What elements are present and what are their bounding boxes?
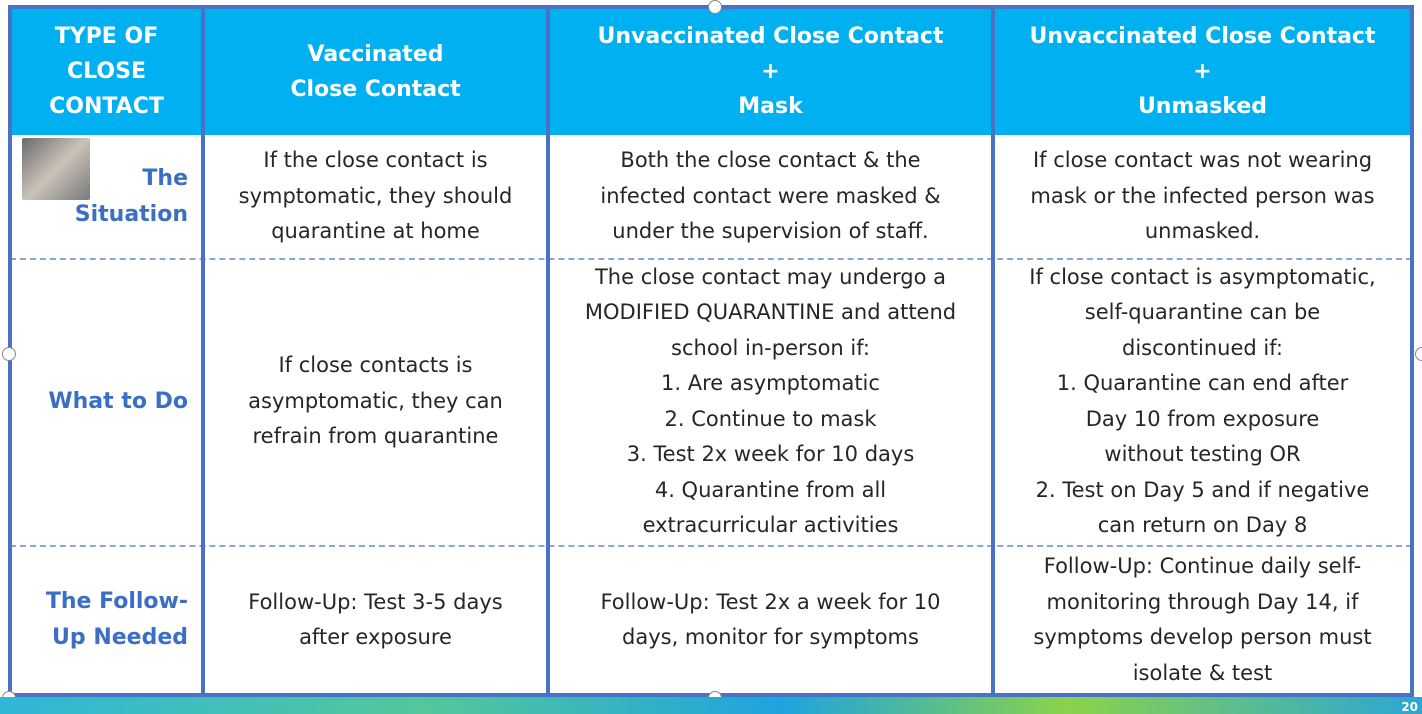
cell-line: Follow-Up: Test 2x a week for 10: [600, 589, 941, 614]
cell-line: The: [142, 165, 188, 191]
cell-line: school in-person if:: [671, 335, 870, 360]
cell-line: Both the close contact & the: [620, 148, 921, 173]
table-cell: Both the close contact & the infected con…: [548, 135, 993, 258]
row-label: What to Do: [10, 258, 203, 545]
cell-line: 1. Are asymptomatic: [661, 371, 880, 395]
cell-line: What to Do: [48, 388, 188, 414]
cell-line: +: [761, 59, 780, 84]
row-separator: [10, 258, 1412, 260]
cell-line: extracurricular activities: [642, 513, 899, 537]
cell-line: TYPE OF: [54, 24, 159, 49]
cell-line: without testing OR: [1104, 442, 1301, 466]
cell-line: isolate & test: [1132, 660, 1273, 685]
footer-strip: 20: [0, 697, 1422, 714]
column-border: [546, 8, 550, 697]
cell-line: under the supervision of staff.: [612, 219, 929, 244]
column-border: [201, 8, 205, 697]
cell-line: Unmasked: [1137, 94, 1268, 119]
table-cell: Follow-Up: Test 2x a week for 10 days, mo…: [548, 545, 993, 695]
cell-line: symptomatic, they should: [238, 183, 513, 208]
cell-line: mask or the infected person was: [1030, 183, 1375, 208]
cell-line: The close contact may undergo a: [594, 264, 947, 289]
cell-line: If close contact is asymptomatic,: [1029, 264, 1376, 289]
cell-line: discontinued if:: [1122, 335, 1283, 360]
cell-line: after exposure: [299, 625, 452, 649]
column-border: [1410, 8, 1414, 697]
cell-line: MODIFIED QUARANTINE and attend: [584, 300, 957, 324]
table-cell: The close contact may undergo a MODIFIED …: [548, 258, 993, 545]
table-cell: Follow-Up: Continue daily self-monitorin…: [993, 545, 1412, 695]
cell-line: unmasked.: [1144, 219, 1261, 244]
cell-line: asymptomatic, they can: [248, 388, 503, 413]
row-label: The Situation: [10, 135, 203, 258]
cell-line: symptoms develop person must: [1033, 625, 1372, 649]
cell-line: Follow-Up: Test 3-5 days: [248, 589, 503, 614]
cell-line: refrain from quarantine: [252, 424, 499, 449]
cell-line: 4. Quarantine from all: [654, 477, 887, 502]
cell-line: CONTACT: [49, 94, 164, 119]
header-cell: Unvaccinated Close Contact + Mask: [548, 8, 993, 135]
table-cell: If the close contact is symptomatic, they…: [203, 135, 548, 258]
cell-line: quarantine at home: [271, 219, 480, 244]
cell-line: Unvaccinated Close Contact: [597, 24, 944, 49]
cell-line: 3. Test 2x week for 10 days: [626, 442, 915, 466]
selection-handle: [1415, 347, 1422, 361]
cell-line: CLOSE: [67, 59, 146, 84]
header-cell: Vaccinated Close Contact: [203, 8, 548, 135]
table-cell: If close contact was not wearing mask or …: [993, 135, 1412, 258]
row-separator: [10, 545, 1412, 547]
slide-number: 20: [1401, 700, 1418, 714]
cell-line: self-quarantine can be: [1084, 300, 1321, 324]
cell-line: monitoring through Day 14, if: [1046, 589, 1359, 614]
cell-line: 1. Quarantine can end after: [1056, 371, 1349, 395]
cell-line: days, monitor for symptoms: [622, 625, 919, 649]
cell-line: The Follow-: [45, 589, 188, 614]
table-cell: Follow-Up: Test 3-5 days after exposure: [203, 545, 548, 695]
cell-line: Follow-Up: Continue daily self-: [1043, 554, 1362, 578]
cell-line: Mask: [738, 94, 803, 119]
row-label: The Follow- Up Needed: [10, 545, 203, 695]
table-cell: If close contacts is asymptomatic, they c…: [203, 258, 548, 545]
cell-line: +: [1193, 59, 1212, 84]
cell-line: Vaccinated: [307, 41, 444, 67]
selection-handle: [2, 347, 16, 361]
header-cell: TYPE OF CLOSE CONTACT: [10, 8, 203, 135]
cell-line: If close contact was not wearing: [1032, 148, 1373, 173]
cell-line: 2. Continue to mask: [664, 406, 877, 431]
cell-line: Situation: [74, 201, 188, 227]
cell-line: Unvaccinated Close Contact: [1029, 24, 1376, 49]
avatar-photo: [22, 138, 90, 200]
table-cell: If close contact is asymptomatic, self-qu…: [993, 258, 1412, 545]
cell-line: Up Needed: [52, 625, 188, 650]
cell-line: infected contact were masked &: [600, 183, 941, 208]
cell-line: Close Contact: [290, 76, 461, 102]
cell-line: Day 10 from exposure: [1085, 406, 1320, 431]
cell-line: 2. Test on Day 5 and if negative: [1035, 477, 1370, 502]
header-cell: Unvaccinated Close Contact + Unmasked: [993, 8, 1412, 135]
selection-handle: [708, 0, 722, 14]
cell-line: If close contacts is: [278, 353, 473, 378]
cell-line: can return on Day 8: [1097, 513, 1308, 537]
column-border: [991, 8, 995, 697]
cell-line: If the close contact is: [263, 148, 488, 173]
